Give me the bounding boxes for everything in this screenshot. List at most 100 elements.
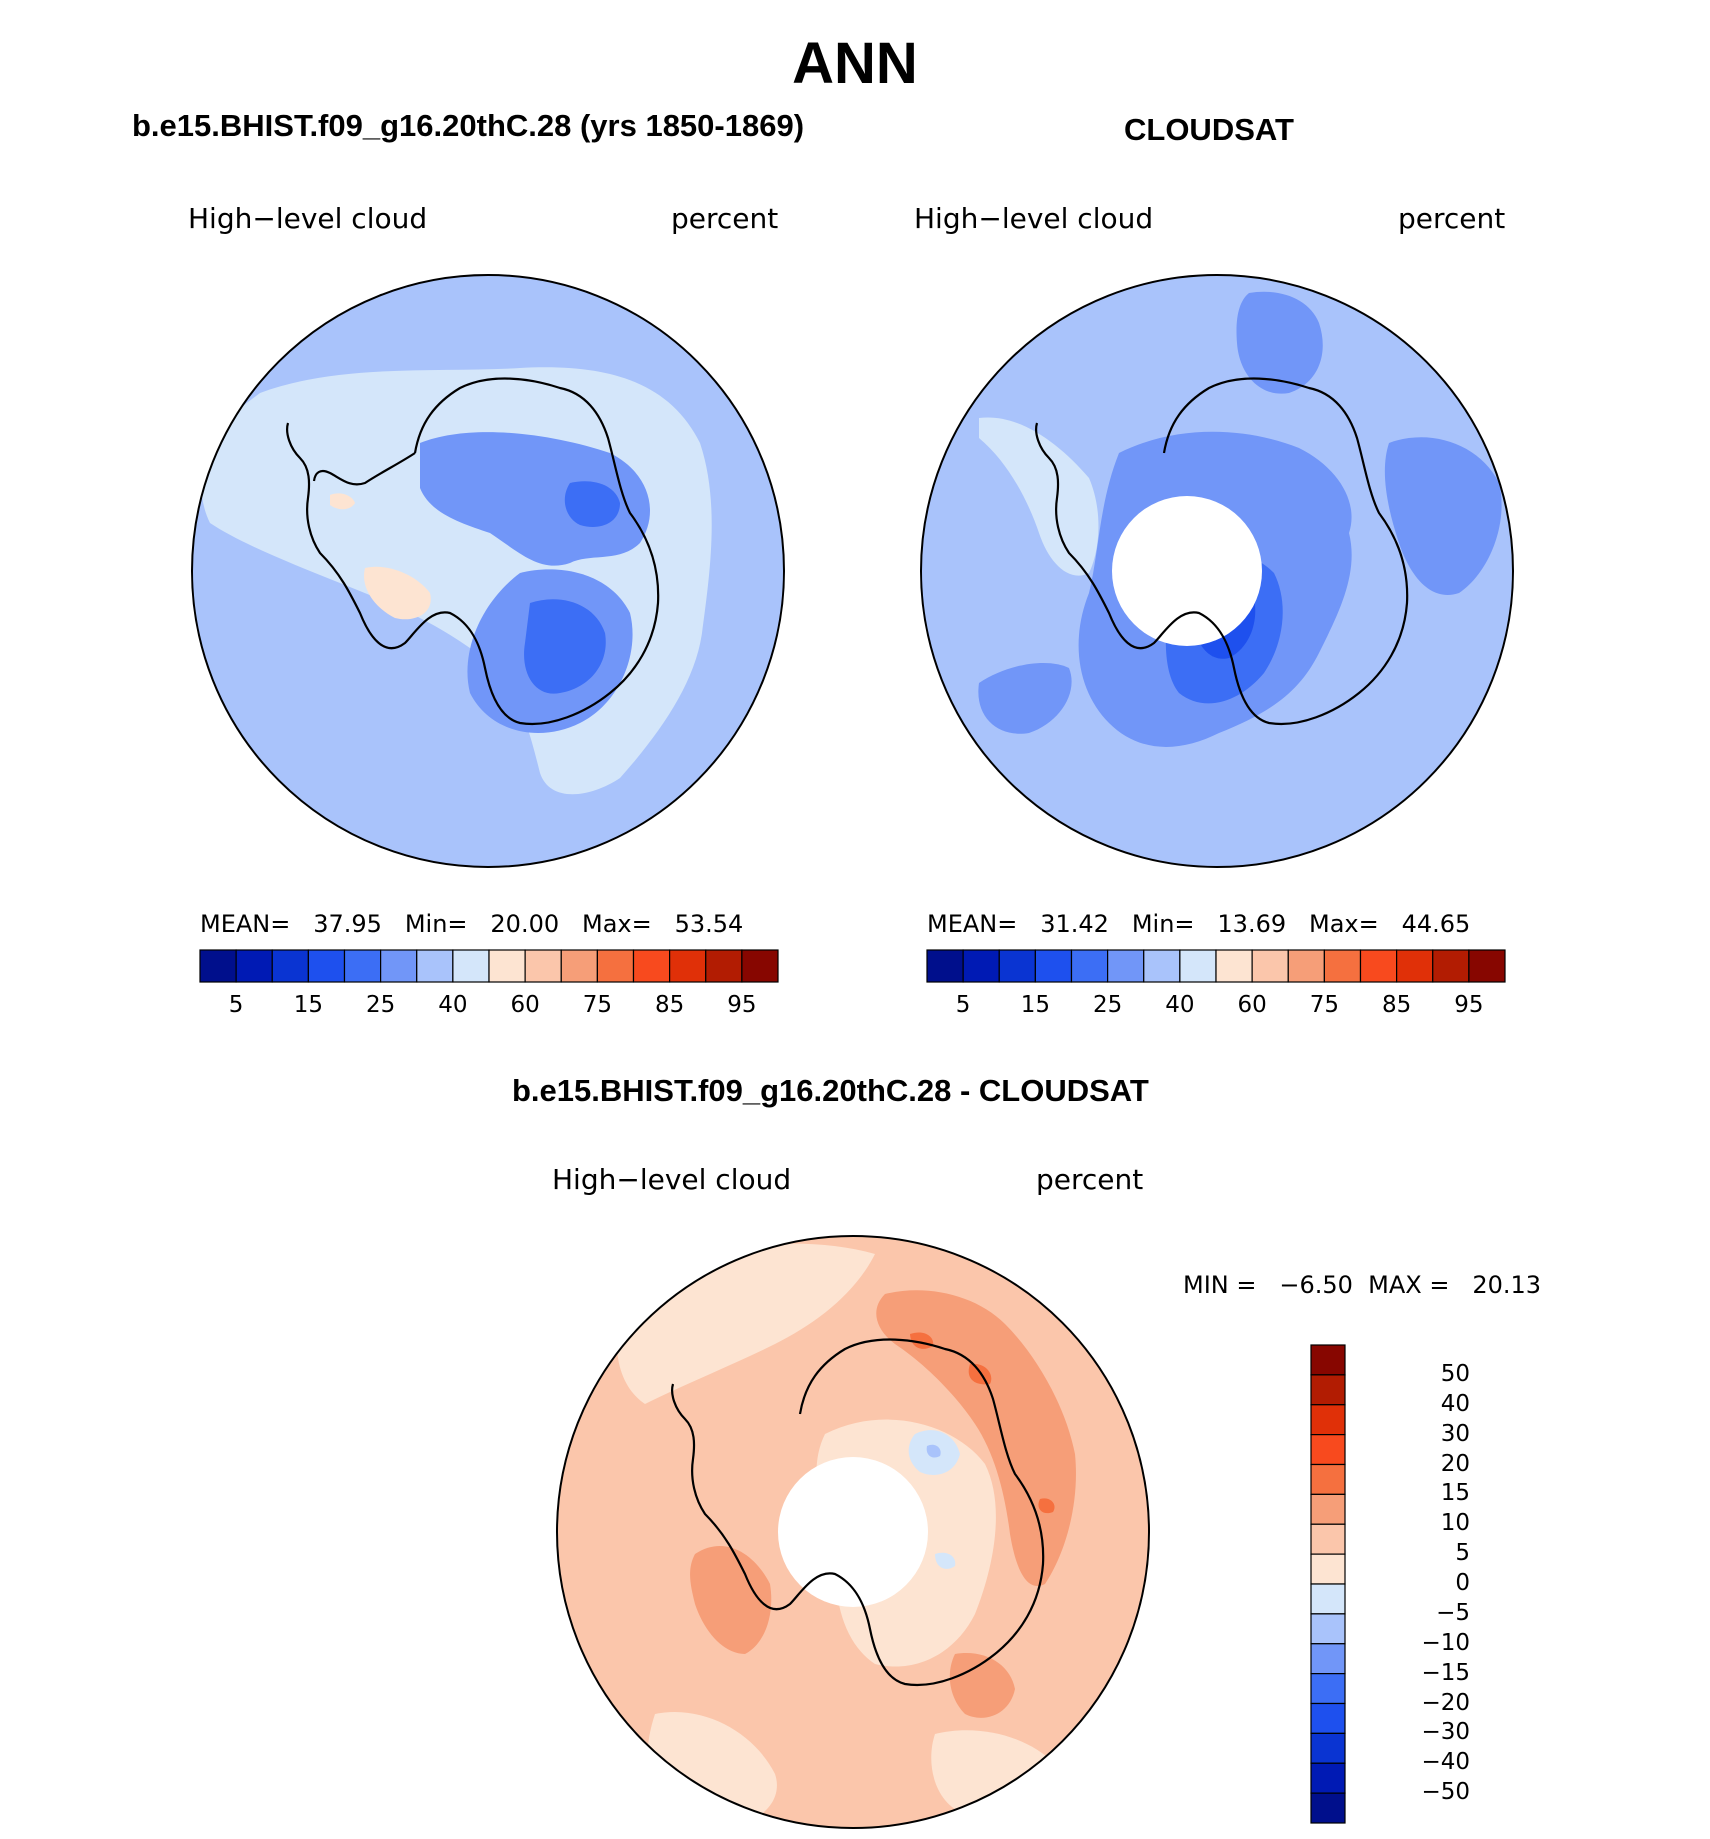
left-colorbar-cell [741,949,779,983]
left-contour-pink-patch-2 [330,493,355,510]
right-colorbar-cell [1287,949,1325,983]
right-colorbar-cell [998,949,1036,983]
diff-contour-blue-patch-3 [926,1444,941,1458]
diff-colorbar-tick-label: 5 [1455,1540,1470,1567]
right-colorbar-cell [1251,949,1289,983]
right-variable-label: High−level cloud [914,202,1154,235]
right-colorbar-ticks: 5 15 25 40 60 75 85 95 [927,992,1505,1022]
diff-contour-blue-patch-2 [935,1552,956,1569]
left-panel-header: b.e15.BHIST.f09_g16.20thC.28 (yrs 1850-1… [132,108,805,143]
left-colorbar-tick-label: 5 [228,992,244,1018]
right-colorbar-tick-label: 15 [1020,992,1051,1018]
diff-contour-strong-ne [910,1332,1055,1514]
left-colorbar-tick-label: 25 [365,992,396,1018]
diff-colorbar-cell [1310,1792,1346,1824]
diff-colorbar-cell [1310,1673,1346,1705]
right-colorbar-cell [1179,949,1217,983]
left-colorbar-cell [271,949,309,983]
diff-contour-mid-se [949,1653,1015,1718]
diff-missing-data-hole [778,1457,928,1607]
left-colorbar-tick-label: 75 [582,992,613,1018]
diff-colorbar-tick-label: −20 [1421,1689,1470,1716]
diff-panel-header: b.e15.BHIST.f09_g16.20thC.28 - CLOUDSAT [512,1073,1149,1108]
left-colorbar-ticks: 5 15 25 40 60 75 85 95 [200,992,778,1022]
left-coastline [286,377,660,725]
right-colorbar-tick-label: 40 [1165,992,1195,1018]
right-units-label: percent [1398,202,1506,235]
diff-colorbar [1310,1344,1346,1824]
diff-colorbar-cell [1310,1493,1346,1525]
left-colorbar-cell [705,949,743,983]
diff-colorbar-tick-label: 50 [1440,1360,1470,1387]
left-colorbar-tick-label: 85 [654,992,685,1018]
right-contour-light-band [979,417,1099,576]
figure-title: ANN [792,31,918,96]
right-stats-readout: MEAN= 31.42 Min= 13.69 Max= 44.65 [927,910,1471,938]
left-colorbar-tick-label: 60 [510,992,540,1018]
right-colorbar-tick-label: 85 [1381,992,1412,1018]
right-colorbar-cell [1034,949,1073,983]
left-colorbar-cell [307,949,346,983]
right-coastline [1035,377,1409,725]
diff-colorbar-cell [1310,1702,1346,1734]
left-colorbar-cell [560,949,598,983]
left-polar-map [191,274,785,868]
left-colorbar-cell [416,949,454,983]
diff-units-label: percent [1036,1163,1144,1196]
left-colorbar-cell [235,949,273,983]
diff-colorbar-tick-label: 30 [1440,1420,1470,1447]
right-contour-mid-east [1384,437,1502,595]
left-colorbar-cell [596,949,635,983]
left-contour-mid-blue [420,432,650,566]
left-units-label: percent [671,202,779,235]
diff-colorbar-cell [1310,1523,1346,1555]
left-colorbar-tick-label: 15 [293,992,324,1018]
diff-colorbar-cell [1310,1434,1346,1466]
diff-colorbar-cell [1310,1404,1346,1436]
right-contour-mid-top [1236,291,1323,394]
diff-colorbar-cell [1310,1643,1346,1675]
diff-colorbar-tick-label: 15 [1440,1480,1470,1507]
diff-colorbar-tick-label: 20 [1440,1450,1470,1477]
diff-colorbar-cell [1310,1553,1346,1585]
diff-colorbar-ticks: 50 40 30 20 15 10 5 0 −5 −10 −15 −20 −30 −40 −50 [1390,1345,1470,1823]
diff-colorbar-tick-label: −10 [1421,1629,1470,1656]
diff-colorbar-tick-label: −30 [1421,1719,1470,1746]
diff-coastline [671,1338,1045,1686]
diff-variable-label: High−level cloud [552,1163,792,1196]
right-panel-header: CLOUDSAT [1124,112,1294,147]
right-colorbar-cell [1359,949,1398,983]
left-colorbar-cell [632,949,671,983]
diff-contour-mid-w [690,1545,772,1654]
left-colorbar-cell [669,949,707,983]
left-colorbar-cell [488,949,526,983]
diff-colorbar-cell [1310,1732,1346,1764]
diff-colorbar-tick-label: −5 [1436,1599,1470,1626]
right-colorbar-cell [926,949,964,983]
left-contour-pink-patch [364,566,431,620]
right-colorbar-cell [962,949,1000,983]
right-colorbar-cell [1468,949,1506,983]
diff-colorbar-cell [1310,1583,1346,1615]
diff-polar-map [556,1235,1150,1829]
right-contour-mid-sw [978,663,1072,734]
left-colorbar-cell [343,949,382,983]
diff-colorbar-tick-label: −15 [1421,1659,1470,1686]
left-colorbar-cell [199,949,237,983]
left-variable-label: High−level cloud [188,202,428,235]
diff-colorbar-tick-label: −50 [1421,1779,1470,1806]
left-contour-deep-blue [524,599,606,694]
left-colorbar [199,949,779,983]
diff-colorbar-cell [1310,1613,1346,1645]
diff-contour-mid-ne [876,1290,1076,1586]
left-colorbar-cell [380,949,418,983]
right-colorbar-tick-label: 5 [955,992,971,1018]
diff-colorbar-cell [1310,1762,1346,1794]
diff-colorbar-cell [1310,1344,1346,1376]
right-colorbar-tick-label: 60 [1237,992,1267,1018]
right-colorbar-tick-label: 95 [1454,992,1484,1018]
diff-colorbar-cell [1310,1374,1346,1406]
right-colorbar-cell [1143,949,1181,983]
diff-colorbar-tick-label: 10 [1440,1510,1470,1537]
right-colorbar-tick-label: 75 [1309,992,1340,1018]
